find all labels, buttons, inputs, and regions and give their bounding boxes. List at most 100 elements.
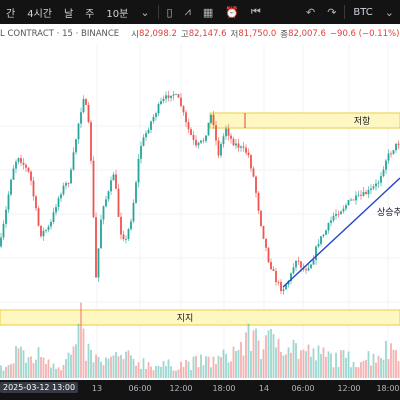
candle	[242, 141, 245, 152]
candle-body	[397, 143, 400, 145]
candle-body	[105, 199, 107, 207]
volume-bar	[72, 346, 75, 378]
candle-body	[47, 226, 50, 230]
change-value: −90.6 (−0.11%)	[329, 29, 400, 39]
volume-bar	[205, 356, 207, 378]
interval-10m[interactable]: 10분	[106, 8, 129, 20]
candle-body	[185, 112, 187, 123]
uptrend-label: 상승추	[377, 207, 400, 218]
interval-day[interactable]: 날	[63, 8, 74, 20]
candle-body	[62, 185, 65, 195]
candle-body	[120, 216, 122, 235]
volume-bar	[340, 350, 342, 378]
candle	[25, 163, 27, 172]
candle	[145, 130, 147, 142]
resistance-zone[interactable]	[209, 112, 400, 129]
candle-body	[387, 153, 390, 161]
volume-bar	[382, 359, 385, 378]
candle	[395, 143, 397, 154]
indicators-icon[interactable]: ⩘	[184, 5, 191, 18]
candle	[390, 151, 392, 158]
candle	[27, 167, 30, 174]
candle-body	[322, 234, 325, 237]
chevron-down-icon[interactable]: ⌄	[140, 5, 150, 19]
time-tick: 14	[258, 384, 270, 393]
candle-body	[347, 200, 350, 206]
candle	[37, 206, 40, 227]
resistance-label: 저항	[354, 116, 371, 127]
candle-body	[130, 221, 132, 230]
candle	[12, 164, 15, 180]
volume-bar	[392, 349, 395, 378]
candles-icon[interactable]: ▯	[166, 5, 173, 19]
overlays: 상승추	[244, 113, 400, 288]
volume-bar	[292, 339, 295, 378]
volume-bar	[32, 362, 35, 378]
candle-body	[90, 122, 92, 161]
undo-icon[interactable]: ↶	[305, 5, 316, 19]
candle	[75, 138, 77, 155]
candle	[130, 218, 132, 231]
candle	[265, 238, 267, 252]
volume-bar	[237, 349, 240, 378]
candle-body	[117, 188, 120, 217]
uptrend-line[interactable]	[282, 177, 400, 288]
candle	[335, 209, 337, 220]
symbol-chevron-icon[interactable]: ⌄	[384, 5, 394, 19]
price-chart[interactable]: 저항 지지 상승추	[0, 44, 400, 380]
volume-bar	[302, 349, 305, 378]
candle	[227, 124, 230, 141]
candle	[150, 120, 152, 134]
candle	[17, 157, 20, 165]
candle	[117, 184, 120, 218]
candle-body	[110, 180, 112, 192]
candle-body	[332, 215, 335, 221]
volume-bar	[202, 365, 205, 378]
symbol-title[interactable]: L CONTRACT · 15 · BINANCE	[0, 29, 120, 39]
volume-bar	[105, 357, 107, 378]
symbol-selector[interactable]: BTC	[353, 6, 373, 18]
volume-bar	[165, 365, 167, 378]
candle	[252, 166, 255, 178]
volume-bar	[222, 349, 225, 378]
candle-body	[217, 140, 220, 156]
layout-icon[interactable]: ▦	[202, 5, 214, 19]
candle	[195, 135, 197, 148]
candle	[80, 107, 82, 129]
candle	[107, 190, 110, 203]
candle-body	[100, 219, 102, 249]
candle	[85, 97, 87, 106]
close-value: 82,007.6	[288, 29, 326, 39]
candle-body	[315, 246, 317, 261]
volume-bar	[297, 358, 300, 378]
candle	[305, 265, 307, 275]
redo-icon[interactable]: ↷	[327, 5, 337, 19]
candle-body	[275, 270, 277, 282]
support-zone[interactable]	[0, 309, 400, 326]
candle-body	[235, 143, 237, 146]
candle-body	[345, 205, 347, 209]
replay-icon[interactable]: ⏮	[250, 5, 261, 18]
candle-body	[20, 158, 22, 163]
interval-4h[interactable]: 4시간	[27, 8, 52, 20]
candle-body	[80, 112, 82, 124]
time-tick: 18:00	[212, 384, 236, 393]
candle	[67, 182, 70, 188]
candle-body	[202, 140, 205, 142]
candle-body	[40, 225, 42, 237]
alert-icon[interactable]: ⏰	[225, 5, 239, 19]
high-label: 고	[180, 30, 189, 40]
candle-body	[305, 269, 307, 271]
volume-bar	[55, 368, 57, 378]
volume-bar	[190, 370, 192, 378]
volume-bar	[107, 358, 110, 378]
candle	[10, 178, 12, 197]
volume-bar	[192, 356, 195, 378]
time-tick: 12:00	[337, 384, 361, 393]
interval-week[interactable]: 주	[85, 8, 95, 20]
low-value: 81,750.0	[238, 29, 277, 39]
volume-bar	[250, 351, 252, 378]
volume-bar	[137, 362, 140, 378]
volume-bar	[387, 359, 390, 378]
interval-label-partial[interactable]: 간	[6, 8, 16, 20]
